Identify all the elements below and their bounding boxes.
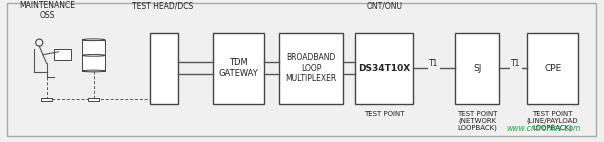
FancyBboxPatch shape: [527, 33, 579, 104]
Text: TEST POINT
(LINE/PAYLOAD
LOOPBACK): TEST POINT (LINE/PAYLOAD LOOPBACK): [527, 111, 579, 131]
Text: T1: T1: [511, 59, 521, 68]
FancyBboxPatch shape: [455, 33, 499, 104]
Text: TDM
GATEWAY: TDM GATEWAY: [219, 59, 259, 78]
Text: DS34T10X: DS34T10X: [358, 64, 410, 73]
FancyBboxPatch shape: [88, 98, 99, 101]
FancyBboxPatch shape: [355, 33, 413, 104]
Text: CPE: CPE: [544, 64, 561, 73]
Text: SJ: SJ: [473, 64, 481, 73]
Text: MAINTENANCE
OSS: MAINTENANCE OSS: [19, 1, 75, 20]
Text: T1: T1: [429, 59, 439, 68]
Ellipse shape: [36, 39, 43, 46]
FancyBboxPatch shape: [150, 33, 178, 104]
FancyBboxPatch shape: [279, 33, 343, 104]
Ellipse shape: [82, 39, 105, 41]
Text: TEST HEAD/DCS: TEST HEAD/DCS: [132, 1, 194, 10]
FancyBboxPatch shape: [54, 49, 71, 60]
Ellipse shape: [82, 70, 105, 72]
Text: BROADBAND
LOOP
MULTIPLEXER: BROADBAND LOOP MULTIPLEXER: [286, 53, 336, 83]
FancyBboxPatch shape: [41, 98, 52, 101]
FancyBboxPatch shape: [82, 40, 105, 71]
Text: TEST POINT: TEST POINT: [364, 111, 405, 117]
Text: www.cntronics.com: www.cntronics.com: [506, 125, 581, 133]
FancyBboxPatch shape: [213, 33, 265, 104]
Text: ONT/ONU: ONT/ONU: [366, 1, 402, 10]
FancyBboxPatch shape: [7, 3, 596, 136]
Text: TEST POINT
(NETWORK
LOOPBACK): TEST POINT (NETWORK LOOPBACK): [457, 111, 498, 131]
